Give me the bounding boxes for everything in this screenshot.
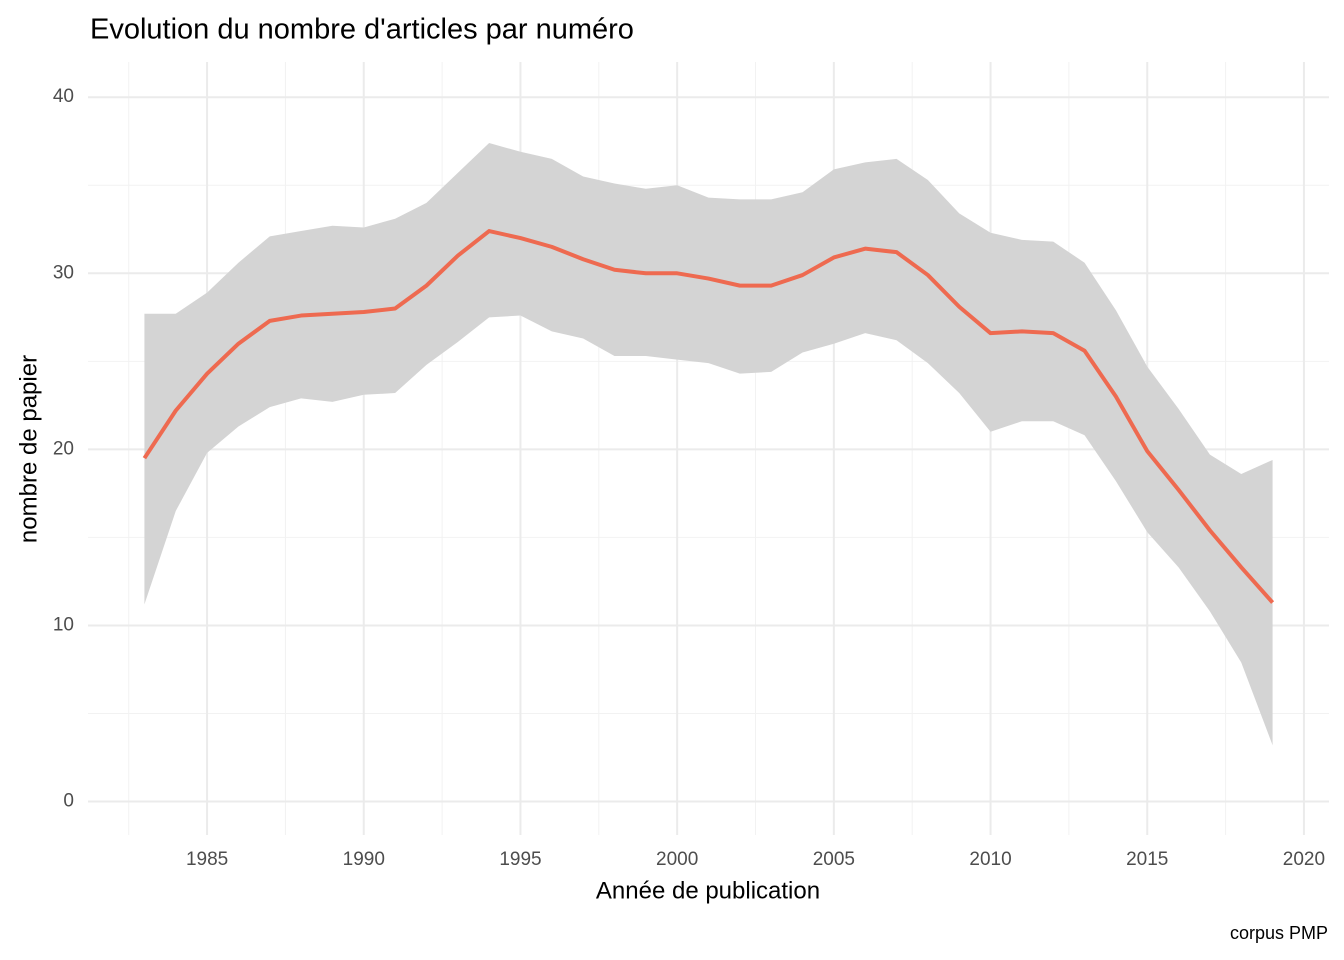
x-tick-label: 1990 <box>343 849 385 870</box>
confidence-band <box>144 142 1273 746</box>
x-tick-label: 2020 <box>1283 849 1325 870</box>
x-tick-label: 2015 <box>1126 849 1168 870</box>
x-tick-label: 1985 <box>186 849 228 870</box>
x-tick-label: 2000 <box>656 849 698 870</box>
y-tick-label: 10 <box>53 614 74 635</box>
y-tick-label: 40 <box>53 86 74 107</box>
y-tick-label: 30 <box>53 262 74 283</box>
y-tick-label: 20 <box>53 438 74 459</box>
x-axis-title: Année de publication <box>596 877 820 904</box>
chart-title: Evolution du nombre d'articles par numér… <box>90 14 634 46</box>
plot-area <box>142 142 1275 746</box>
caption: corpus PMP <box>1230 923 1328 943</box>
y-axis-title: nombre de papier <box>15 355 42 543</box>
y-tick-label: 0 <box>63 791 74 812</box>
x-tick-label: 2005 <box>813 849 855 870</box>
x-tick-label: 1995 <box>499 849 541 870</box>
smooth-line <box>142 229 1275 604</box>
x-tick-label: 2010 <box>969 849 1011 870</box>
